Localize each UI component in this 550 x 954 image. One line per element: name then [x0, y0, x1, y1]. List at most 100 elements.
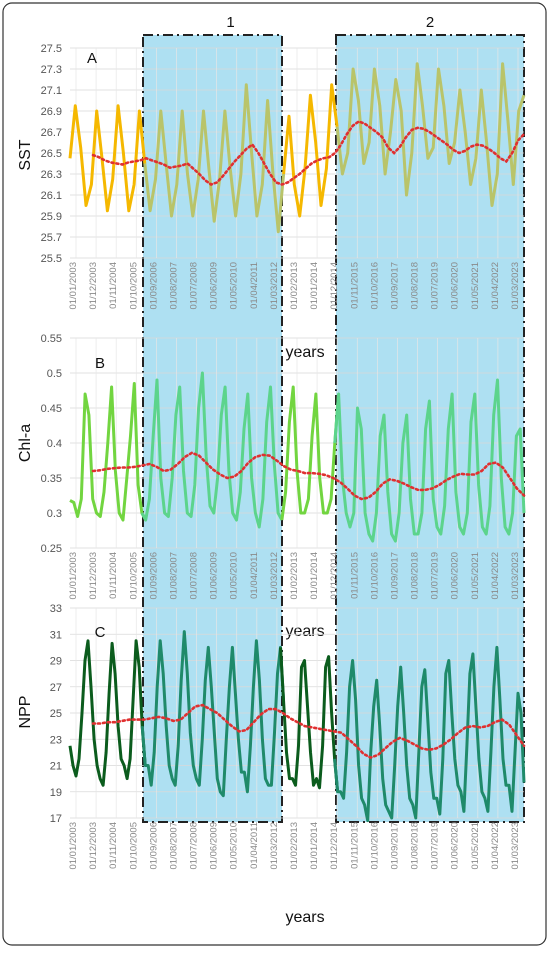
panel-letter: B — [95, 355, 105, 372]
y-tick-label: 0.3 — [47, 508, 62, 520]
x-tick-label: 01/04/2022 — [490, 262, 501, 310]
x-tick-label: 01/09/2017 — [389, 822, 400, 870]
x-tick-label: 01/03/2012 — [269, 262, 280, 310]
x-tick-label: 01/04/2022 — [490, 552, 501, 600]
x-tick-label: 01/03/2023 — [510, 552, 521, 600]
x-tick-label: 01/11/2015 — [349, 552, 360, 599]
x-tick-label: 01/05/2021 — [470, 552, 481, 600]
y-tick-label: 26.1 — [41, 190, 62, 202]
x-tick-label: 01/09/2006 — [148, 552, 159, 600]
x-tick-label: 01/04/2011 — [249, 552, 260, 599]
y-tick-label: 0.55 — [41, 333, 62, 345]
x-tick-label: 01/11/2004 — [108, 262, 119, 309]
y-tick-label: 23 — [50, 734, 62, 746]
x-tick-label: 01/07/2019 — [430, 822, 441, 870]
x-tick-label: 01/01/2003 — [68, 262, 79, 310]
panel-c: 17 19 21 23 25 27 29 31 33 01/01/2003 01/12/2003 01… — [17, 603, 526, 926]
y-tick-label: 0.25 — [41, 543, 62, 555]
x-tick-label: 01/01/2003 — [68, 822, 79, 870]
x-tick-label: 01/03/2012 — [269, 552, 280, 600]
x-tick-label: 01/07/2019 — [430, 552, 441, 600]
y-tick-label: 21 — [50, 761, 62, 773]
series-line-period-1 — [143, 83, 286, 234]
y-tick-label: 26.7 — [41, 127, 62, 139]
x-tick-label: 01/03/2023 — [510, 822, 521, 870]
x-tick-label: 01/01/2014 — [309, 822, 320, 870]
x-tick-label: 01/11/2004 — [108, 822, 119, 869]
y-tick-label: 27 — [50, 682, 62, 694]
y-tick-label: 27.3 — [41, 64, 62, 76]
y-tick-label: 26.3 — [41, 169, 62, 181]
series-line-between-periods — [279, 647, 340, 792]
x-tick-label: 01/03/2012 — [269, 822, 280, 870]
x-tick-label: 01/06/2009 — [209, 262, 220, 310]
x-tick-label: 01/04/2011 — [249, 262, 260, 309]
y-axis-label: NPP — [17, 696, 34, 729]
panel-b: 0.25 0.3 0.35 0.4 0.45 0.5 0.55 01/01/2003 01/12… — [17, 333, 526, 640]
y-axis-label: SST — [17, 139, 34, 170]
x-tick-label: 01/12/2003 — [88, 262, 99, 310]
series-line-period-2 — [335, 62, 526, 207]
trend-line — [91, 451, 526, 501]
x-tick-label: 01/01/2014 — [309, 262, 320, 310]
x-axis-title: years — [285, 344, 324, 361]
y-tick-label: 25.7 — [41, 232, 62, 244]
x-tick-label: 01/07/2008 — [189, 822, 200, 870]
x-tick-label: 01/02/2013 — [289, 552, 300, 600]
x-tick-label: 01/04/2022 — [490, 822, 501, 870]
series-line-period-2 — [333, 378, 526, 543]
series-line-pre-period — [69, 382, 148, 522]
x-tick-label: 01/06/2020 — [450, 552, 461, 600]
x-tick-label: 01/08/2018 — [410, 552, 421, 600]
y-tick-label: 0.35 — [41, 473, 62, 485]
period-label-1: 1 — [226, 14, 234, 31]
y-tick-label: 26.9 — [41, 106, 62, 118]
panel-letter: C — [95, 624, 106, 641]
x-tick-label: 01/09/2006 — [148, 822, 159, 870]
x-tick-label: 01/10/2016 — [369, 262, 380, 310]
panel-letter: A — [87, 50, 97, 67]
y-tick-label: 27.5 — [41, 43, 62, 55]
x-tick-label: 01/09/2006 — [148, 262, 159, 310]
x-tick-label: 01/01/2003 — [68, 552, 79, 600]
x-tick-label: 01/08/2007 — [168, 552, 179, 600]
x-tick-label: 01/11/2015 — [349, 822, 360, 869]
x-tick-label: 01/12/2003 — [88, 552, 99, 600]
y-tick-label: 29 — [50, 656, 62, 668]
series-line-pre-period — [68, 104, 147, 213]
x-tick-label: 01/06/2020 — [450, 822, 461, 870]
y-axis-label: Chl-a — [17, 424, 34, 462]
y-tick-label: 0.4 — [47, 438, 62, 450]
series-line-period-1 — [140, 371, 284, 529]
trend-line — [91, 120, 526, 186]
panel-a: 25.5 25.7 25.9 26.1 26.3 26.5 26.7 26.9 27.1 27.3… — [17, 43, 526, 361]
x-tick-label: 01/02/2013 — [289, 822, 300, 870]
x-tick-label: 01/03/2023 — [510, 262, 521, 310]
x-tick-label: 01/10/2016 — [369, 552, 380, 600]
x-tick-label: 01/05/2010 — [229, 552, 240, 600]
x-tick-label: 01/06/2020 — [450, 262, 461, 310]
y-tick-label: 17 — [50, 813, 62, 825]
x-tick-label: 01/11/2004 — [108, 552, 119, 599]
x-axis-title: years — [285, 623, 324, 640]
x-tick-label: 01/07/2008 — [189, 552, 200, 600]
x-tick-label: 01/05/2021 — [470, 822, 481, 870]
x-tick-label: 01/09/2017 — [389, 552, 400, 600]
x-tick-label: 01/05/2021 — [470, 262, 481, 310]
series-line-between-periods — [280, 385, 341, 521]
y-tick-label: 19 — [50, 787, 62, 799]
x-tick-label: 01/08/2018 — [410, 822, 421, 870]
x-tick-label: 01/12/2003 — [88, 822, 99, 870]
series-line-period-2 — [333, 645, 526, 823]
period-label-2: 2 — [426, 14, 434, 31]
x-axis-title: years — [285, 909, 324, 926]
series-line-pre-period — [68, 639, 147, 787]
x-tick-label: 01/08/2018 — [410, 262, 421, 310]
x-tick-label: 01/08/2007 — [168, 262, 179, 310]
series-line-between-periods — [282, 83, 339, 218]
x-tick-label: 01/05/2010 — [229, 822, 240, 870]
x-tick-label: 01/07/2008 — [189, 262, 200, 310]
